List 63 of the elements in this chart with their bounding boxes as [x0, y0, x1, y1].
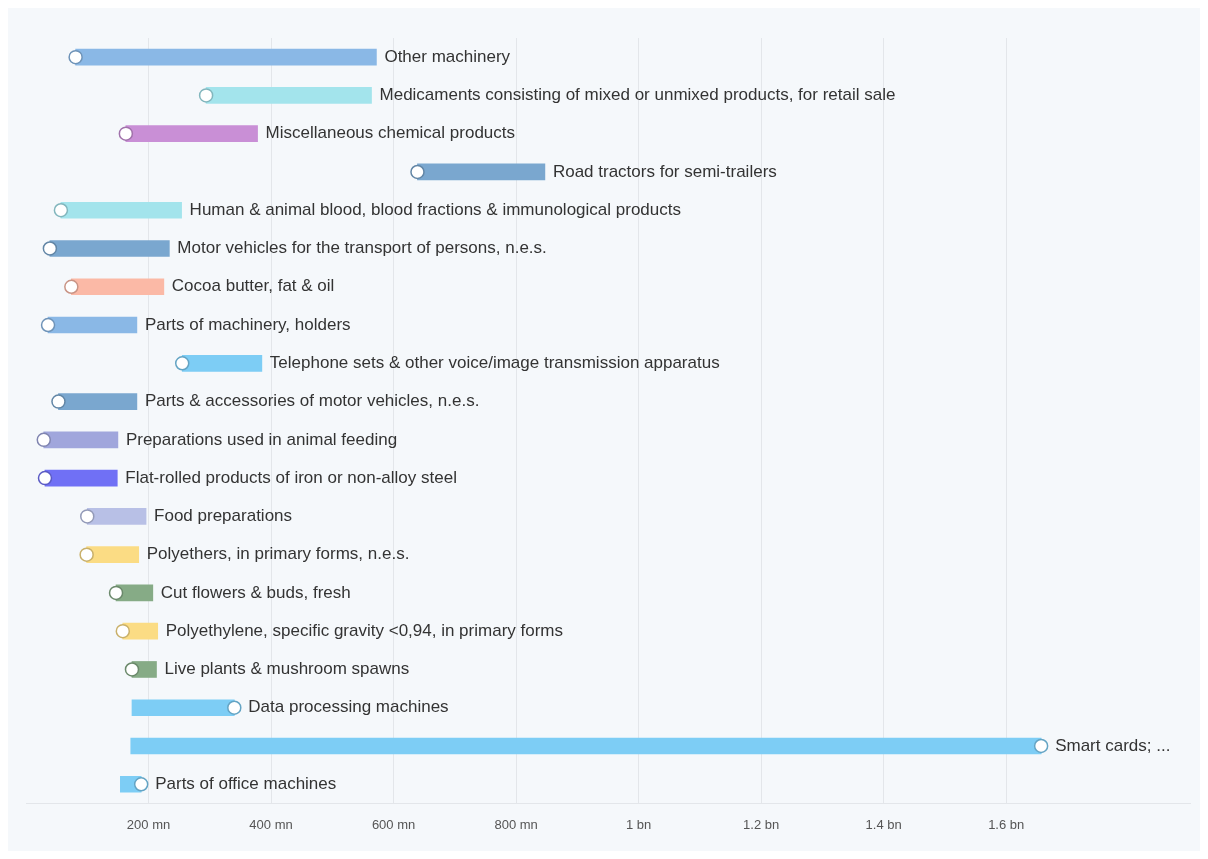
y-tick-label: Road tractors for semi-trailers [552, 161, 777, 181]
point [410, 164, 425, 180]
x-tick-label: 1.4 bn [865, 816, 902, 832]
y-tick-label: Other machinery [384, 46, 511, 66]
bar [131, 699, 235, 717]
bar [86, 508, 147, 525]
bar [417, 163, 546, 181]
y-tick-label: Smart cards; ... [1055, 735, 1171, 755]
point [79, 547, 94, 562]
point [36, 432, 52, 448]
bar [181, 354, 263, 372]
y-tick-label: Parts of office machines [155, 773, 337, 793]
x-tick-label: 800 mn [494, 816, 538, 832]
point [108, 585, 124, 601]
x-tick-label: 1 bn [625, 816, 652, 832]
point [40, 317, 56, 333]
bar [130, 737, 1042, 755]
bar [44, 469, 118, 487]
point [1033, 738, 1049, 754]
point [42, 241, 58, 256]
bar [75, 48, 377, 66]
y-tick-label: Parts of machinery, holders [144, 314, 351, 334]
y-tick-label: Polyethylene, specific gravity <0,94, in primary forms [165, 620, 564, 640]
y-tick-label: Flat-rolled products of iron or non-alloy steel [125, 467, 457, 487]
y-tick-label: Motor vehicles for the transport of persons, n.e.s. [177, 238, 547, 258]
x-tick-label: 200 mn [126, 816, 171, 832]
point [53, 202, 69, 218]
bar [49, 240, 170, 257]
y-tick-label: Preparations used in animal feeding [125, 429, 398, 449]
bar [71, 278, 165, 296]
point [227, 700, 242, 715]
bar [47, 316, 138, 334]
x-tick-label: 600 mn [371, 816, 416, 832]
point [80, 509, 95, 524]
point [124, 662, 140, 677]
point [64, 279, 79, 295]
bar [58, 393, 138, 410]
y-tick-label: Live plants & mushroom spawns [164, 659, 410, 679]
bar [86, 546, 140, 563]
x-tick-label: 1.6 bn [988, 816, 1025, 832]
point [37, 470, 53, 486]
y-tick-label: Food preparations [154, 506, 293, 526]
y-tick-label: Polyethers, in primary forms, n.e.s. [146, 544, 410, 564]
x-tick-label: 1.2 bn [743, 816, 780, 832]
point [115, 623, 131, 639]
point [51, 394, 66, 409]
bar [60, 201, 182, 219]
point [118, 126, 134, 141]
bar [125, 125, 258, 143]
point [133, 777, 149, 792]
y-tick-label: Human & animal blood, blood fractions & immunological products [189, 199, 681, 219]
y-tick-label: Parts & accessories of motor vehicles, n.e.s. [144, 391, 480, 411]
point [68, 49, 83, 65]
x-tick-label: 400 mn [249, 816, 293, 832]
point [198, 88, 214, 103]
point [174, 356, 190, 371]
y-tick-label: Medicaments consisting of mixed or unmixed products, for retail sale [379, 85, 896, 105]
y-tick-label: Miscellaneous chemical products [265, 123, 516, 143]
y-tick-label: Data processing machines [248, 697, 449, 717]
bar [205, 87, 372, 104]
y-tick-label: Cut flowers & buds, fresh [160, 582, 351, 602]
y-tick-label: Telephone sets & other voice/image transmission apparatus [269, 352, 720, 372]
y-tick-label: Cocoa butter, fat & oil [171, 276, 335, 296]
